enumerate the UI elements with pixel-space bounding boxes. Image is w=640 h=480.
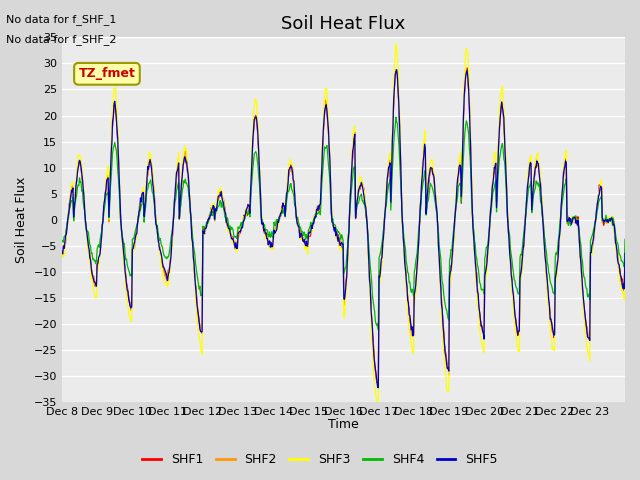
SHF5 bbox=[277, 210, 285, 216]
SHF3 bbox=[621, 255, 629, 261]
SHF4 bbox=[403, 263, 411, 268]
Line: SHF3: SHF3 bbox=[62, 44, 625, 409]
SHF4 bbox=[255, 181, 263, 187]
SHF3 bbox=[58, 252, 66, 258]
SHF3 bbox=[435, 243, 442, 249]
SHF2 bbox=[621, 255, 629, 261]
Line: SHF2: SHF2 bbox=[62, 69, 625, 386]
SHF1 bbox=[58, 247, 66, 253]
Text: No data for f_SHF_1: No data for f_SHF_1 bbox=[6, 14, 116, 25]
SHF2 bbox=[463, 66, 470, 72]
SHF4 bbox=[435, 230, 442, 236]
Text: TZ_fmet: TZ_fmet bbox=[79, 67, 136, 80]
SHF5 bbox=[403, 284, 411, 290]
SHF2 bbox=[228, 232, 236, 238]
SHF4 bbox=[277, 211, 285, 217]
SHF2 bbox=[255, 168, 263, 174]
SHF5 bbox=[255, 165, 263, 170]
SHF4 bbox=[58, 239, 66, 244]
SHF2 bbox=[58, 252, 66, 257]
SHF5 bbox=[124, 288, 132, 294]
Text: No data for f_SHF_2: No data for f_SHF_2 bbox=[6, 34, 117, 45]
Line: SHF5: SHF5 bbox=[62, 70, 625, 388]
X-axis label: Time: Time bbox=[328, 419, 359, 432]
Line: SHF4: SHF4 bbox=[62, 117, 625, 330]
SHF3 bbox=[403, 298, 411, 304]
SHF5 bbox=[228, 236, 236, 242]
SHF3 bbox=[124, 303, 132, 309]
SHF5 bbox=[374, 385, 382, 391]
Legend: SHF1, SHF2, SHF3, SHF4, SHF5: SHF1, SHF2, SHF3, SHF4, SHF5 bbox=[137, 448, 503, 471]
Title: Soil Heat Flux: Soil Heat Flux bbox=[282, 15, 406, 33]
SHF2 bbox=[403, 275, 410, 280]
SHF2 bbox=[434, 224, 442, 230]
SHF4 bbox=[621, 237, 629, 242]
SHF2 bbox=[277, 211, 285, 217]
SHF3 bbox=[374, 406, 382, 412]
SHF1 bbox=[434, 227, 442, 232]
SHF3 bbox=[392, 41, 400, 47]
SHF1 bbox=[403, 278, 410, 284]
SHF1 bbox=[255, 167, 263, 172]
SHF3 bbox=[255, 160, 263, 166]
Y-axis label: Soil Heat Flux: Soil Heat Flux bbox=[15, 177, 28, 263]
SHF5 bbox=[393, 67, 401, 72]
SHF5 bbox=[621, 251, 629, 256]
SHF4 bbox=[124, 265, 132, 271]
SHF2 bbox=[124, 290, 132, 296]
SHF1 bbox=[463, 65, 471, 71]
SHF5 bbox=[58, 250, 66, 255]
SHF4 bbox=[228, 224, 236, 230]
SHF4 bbox=[392, 114, 400, 120]
SHF3 bbox=[228, 235, 236, 241]
SHF5 bbox=[435, 245, 442, 251]
SHF3 bbox=[277, 207, 285, 213]
SHF4 bbox=[374, 327, 382, 333]
SHF1 bbox=[228, 234, 236, 240]
Line: SHF1: SHF1 bbox=[62, 68, 625, 384]
SHF1 bbox=[124, 288, 132, 294]
SHF1 bbox=[374, 381, 382, 387]
SHF1 bbox=[277, 213, 285, 219]
SHF2 bbox=[374, 384, 382, 389]
SHF1 bbox=[621, 250, 629, 256]
